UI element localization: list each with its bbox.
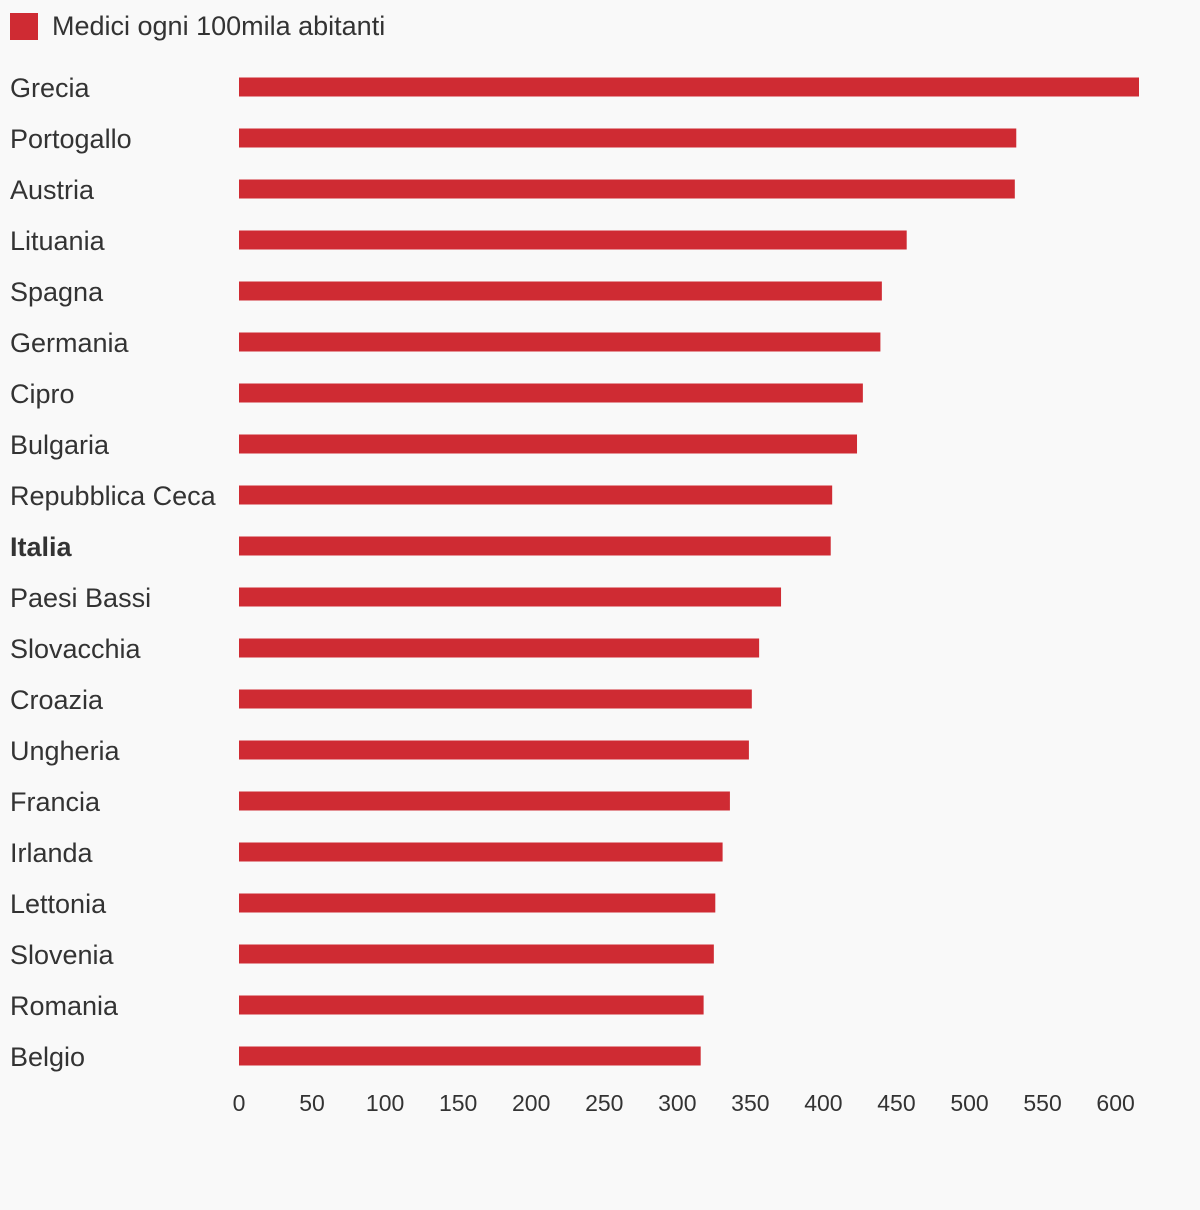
bar-romania bbox=[239, 995, 704, 1015]
bar-francia bbox=[239, 791, 730, 811]
category-label: Paesi Bassi bbox=[10, 583, 151, 613]
x-tick-label: 450 bbox=[877, 1090, 915, 1116]
x-axis-ticks: 0 50 100 150 200 250 300 350 400 450 500 550 600 bbox=[233, 1090, 1135, 1116]
bar-irlanda bbox=[239, 842, 723, 862]
category-label: Bulgaria bbox=[10, 430, 110, 460]
bars-group bbox=[239, 77, 1139, 1066]
category-label: Belgio bbox=[10, 1042, 85, 1072]
x-tick-label: 600 bbox=[1096, 1090, 1134, 1116]
x-tick-label: 300 bbox=[658, 1090, 696, 1116]
category-label: Francia bbox=[10, 787, 101, 817]
legend-swatch bbox=[10, 12, 38, 40]
bar-slovacchia bbox=[239, 638, 760, 658]
bar-austria bbox=[239, 179, 1015, 199]
bar-cipro bbox=[239, 383, 863, 403]
x-tick-label: 200 bbox=[512, 1090, 550, 1116]
bar-lettonia bbox=[239, 893, 716, 913]
bar-portogallo bbox=[239, 128, 1017, 148]
x-tick-label: 550 bbox=[1023, 1090, 1061, 1116]
bar-lituania bbox=[239, 230, 907, 250]
category-label: Italia bbox=[10, 532, 73, 562]
bar-germania bbox=[239, 332, 881, 352]
legend-label: Medici ogni 100mila abitanti bbox=[52, 10, 386, 41]
category-label: Repubblica Ceca bbox=[10, 481, 217, 511]
category-label: Ungheria bbox=[10, 736, 121, 766]
bar-belgio bbox=[239, 1046, 701, 1066]
legend: Medici ogni 100mila abitanti bbox=[10, 8, 385, 44]
category-label: Irlanda bbox=[10, 838, 94, 868]
category-label: Portogallo bbox=[10, 124, 132, 154]
category-label: Lituania bbox=[10, 226, 106, 256]
bar-repubblica-ceca bbox=[239, 485, 833, 505]
bar-bulgaria bbox=[239, 434, 858, 454]
x-tick-label: 350 bbox=[731, 1090, 769, 1116]
category-labels: Grecia Portogallo Austria Lituania Spagna Ger… bbox=[10, 73, 217, 1072]
category-label: Grecia bbox=[10, 73, 91, 103]
category-label: Cipro bbox=[10, 379, 75, 409]
bar-ungheria bbox=[239, 740, 749, 760]
x-tick-label: 250 bbox=[585, 1090, 623, 1116]
bar-spagna bbox=[239, 281, 882, 301]
category-label: Lettonia bbox=[10, 889, 107, 919]
category-label: Slovacchia bbox=[10, 634, 142, 664]
bar-italia bbox=[239, 536, 831, 556]
category-label: Spagna bbox=[10, 277, 104, 307]
x-tick-label: 400 bbox=[804, 1090, 842, 1116]
bar-slovenia bbox=[239, 944, 714, 964]
bar-paesi-bassi bbox=[239, 587, 782, 607]
category-label: Croazia bbox=[10, 685, 104, 715]
category-label: Austria bbox=[10, 175, 95, 205]
x-tick-label: 100 bbox=[366, 1090, 404, 1116]
x-tick-label: 0 bbox=[233, 1090, 246, 1116]
category-label: Romania bbox=[10, 991, 119, 1021]
category-label: Germania bbox=[10, 328, 130, 358]
x-tick-label: 150 bbox=[439, 1090, 477, 1116]
x-tick-label: 500 bbox=[950, 1090, 988, 1116]
x-tick-label: 50 bbox=[299, 1090, 325, 1116]
bar-grecia bbox=[239, 77, 1139, 97]
bar-croazia bbox=[239, 689, 752, 709]
category-label: Slovenia bbox=[10, 940, 115, 970]
